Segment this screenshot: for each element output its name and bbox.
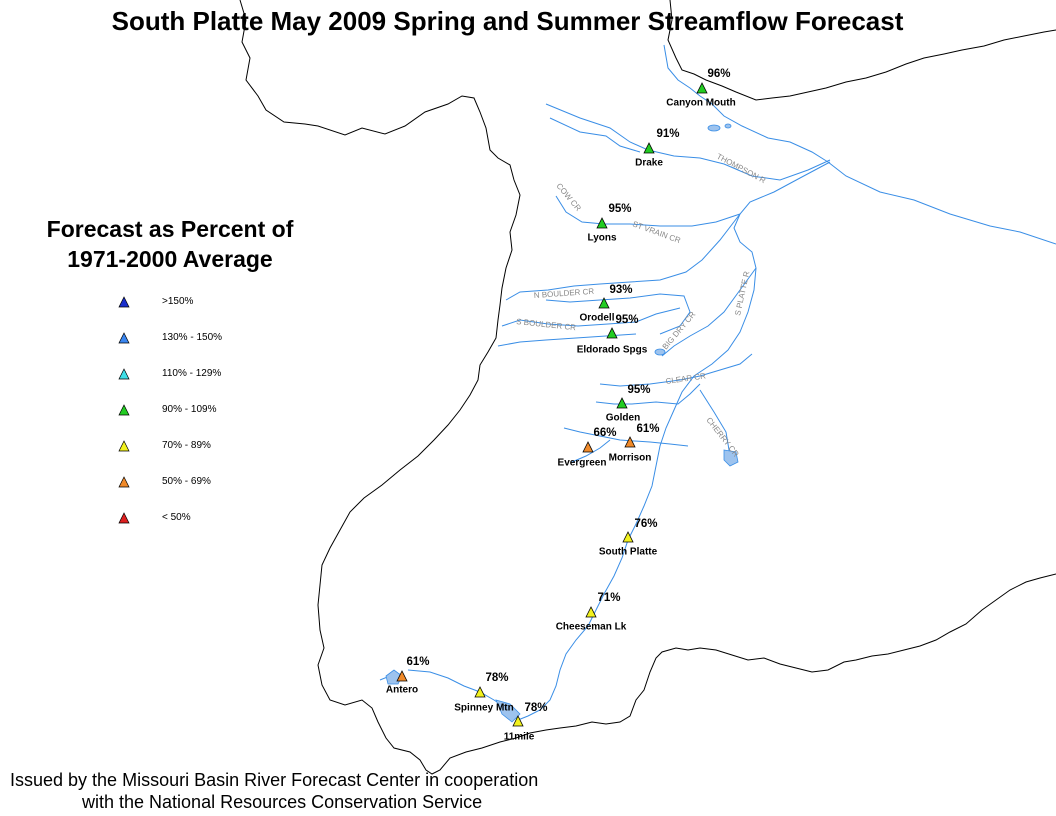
- river-labels: THOMPSON R COW CR ST VRAIN CR N BOULDER …: [516, 152, 768, 459]
- legend-triangle-icon: [118, 404, 130, 416]
- legend-triangle-icon: [118, 368, 130, 380]
- legend-item: 90% - 109%: [118, 401, 278, 421]
- forecast-stations: Canyon Mouth96%Drake91%Lyons95%Orodell93…: [386, 68, 736, 742]
- legend-triangle-icon: [118, 296, 130, 308]
- station-name: Cheeseman Lk: [556, 621, 627, 632]
- station-triangle-icon: [474, 686, 486, 698]
- legend-item: 70% - 89%: [118, 437, 278, 457]
- station-name: South Platte: [599, 546, 658, 557]
- legend-item: 50% - 69%: [118, 473, 278, 493]
- legend-item: 110% - 129%: [118, 365, 278, 385]
- station-name: Drake: [635, 157, 663, 168]
- station-name: Golden: [606, 412, 640, 423]
- river-label-clear-cr: CLEAR CR: [665, 371, 707, 386]
- station-percent: 71%: [597, 592, 620, 604]
- station-triangle-icon: [622, 531, 634, 543]
- station-eldorado-spgs: Eldorado Spgs 95%: [577, 314, 648, 355]
- legend-title-line2: 1971-2000 Average: [67, 246, 273, 272]
- legend-item: 130% - 150%: [118, 329, 278, 349]
- station-canyon-mouth: Canyon Mouth 96%: [666, 68, 735, 108]
- legend-item-label: 90% - 109%: [162, 404, 217, 415]
- station-triangle-icon: [512, 715, 524, 727]
- river-network: [379, 44, 1056, 721]
- station-triangle-icon: [696, 82, 708, 94]
- legend-item: >150%: [118, 293, 278, 313]
- station-percent: 95%: [627, 384, 650, 396]
- river-label-thompson: THOMPSON R: [715, 152, 767, 186]
- station-percent: 95%: [615, 314, 638, 326]
- station-triangle-icon: [582, 441, 594, 453]
- river-label-big-dry: BIG DRY CR: [661, 310, 698, 351]
- station-triangle-icon: [598, 297, 610, 309]
- legend-item-label: 110% - 129%: [162, 368, 222, 379]
- station-percent: 76%: [634, 518, 657, 530]
- station-percent: 78%: [485, 672, 508, 684]
- basin-boundary-north: [667, 0, 1056, 101]
- station-name: Antero: [386, 684, 418, 695]
- station-orodell: Orodell 93%: [579, 284, 632, 323]
- station-triangle-icon: [616, 397, 628, 409]
- station-lyons: Lyons 95%: [587, 203, 631, 243]
- station-percent: 93%: [609, 284, 632, 296]
- station-percent: 61%: [406, 656, 429, 668]
- river-label-cow-cr: COW CR: [554, 182, 582, 213]
- station-percent: 95%: [608, 203, 631, 215]
- lakes: [385, 123, 739, 723]
- station-triangle-icon: [624, 436, 636, 448]
- station-percent: 91%: [656, 128, 679, 140]
- station-spinney-mtn: Spinney Mtn 78%: [454, 672, 513, 713]
- legend-title: Forecast as Percent of 1971-2000 Average: [20, 214, 320, 274]
- station-evergreen: Evergreen 66%: [558, 427, 617, 468]
- legend-item-label: 50% - 69%: [162, 476, 211, 487]
- station-triangle-icon: [596, 217, 608, 229]
- river-label-n-boulder: N BOULDER CR: [534, 287, 595, 300]
- legend-triangle-icon: [118, 440, 130, 452]
- station-cheeseman-lk: Cheeseman Lk 71%: [556, 592, 627, 632]
- station-name: Eldorado Spgs: [577, 344, 648, 355]
- footer-line1: Issued by the Missouri Basin River Forec…: [10, 770, 539, 790]
- footer-line2: with the National Resources Conservation…: [82, 792, 483, 812]
- station-golden: Golden 95%: [606, 384, 651, 423]
- station-name: Orodell: [579, 312, 614, 323]
- station-name: Morrison: [609, 452, 652, 463]
- station-antero: Antero 61%: [386, 656, 430, 695]
- legend-triangle-icon: [118, 512, 130, 524]
- station-percent: 61%: [636, 423, 659, 435]
- river-label-st-vrain: ST VRAIN CR: [631, 219, 682, 245]
- station-morrison: Morrison 61%: [609, 423, 660, 463]
- footer: Issued by the Missouri Basin River Forec…: [10, 769, 610, 813]
- station-drake: Drake 91%: [635, 128, 679, 168]
- station-percent: 96%: [707, 68, 730, 80]
- station-name: Evergreen: [558, 457, 607, 468]
- map-title: South Platte May 2009 Spring and Summer …: [111, 6, 904, 36]
- legend-triangle-icon: [118, 332, 130, 344]
- station-triangle-icon: [606, 327, 618, 339]
- legend-triangle-icon: [118, 476, 130, 488]
- station-name: Canyon Mouth: [666, 97, 735, 108]
- legend-item-label: 70% - 89%: [162, 440, 211, 451]
- station-percent: 66%: [593, 427, 616, 439]
- legend-item-label: 130% - 150%: [162, 332, 223, 343]
- river-label-cherry-cr: CHERRY CR: [704, 416, 740, 459]
- station-11mile: 11mile 78%: [504, 702, 548, 742]
- station-name: Spinney Mtn: [454, 702, 513, 713]
- basin-boundary: [239, 0, 1056, 775]
- legend-item-label: >150%: [162, 296, 194, 307]
- legend-item: < 50%: [118, 509, 278, 529]
- station-triangle-icon: [396, 670, 408, 682]
- legend-title-line1: Forecast as Percent of: [46, 216, 294, 242]
- station-percent: 78%: [524, 702, 547, 714]
- legend-item-label: < 50%: [162, 512, 191, 523]
- river-label-s-boulder: S BOULDER CR: [516, 317, 577, 332]
- station-triangle-icon: [643, 142, 655, 154]
- station-south-platte: South Platte 76%: [599, 518, 658, 557]
- station-name: 11mile: [504, 731, 535, 742]
- station-name: Lyons: [587, 232, 617, 243]
- station-triangle-icon: [585, 606, 597, 618]
